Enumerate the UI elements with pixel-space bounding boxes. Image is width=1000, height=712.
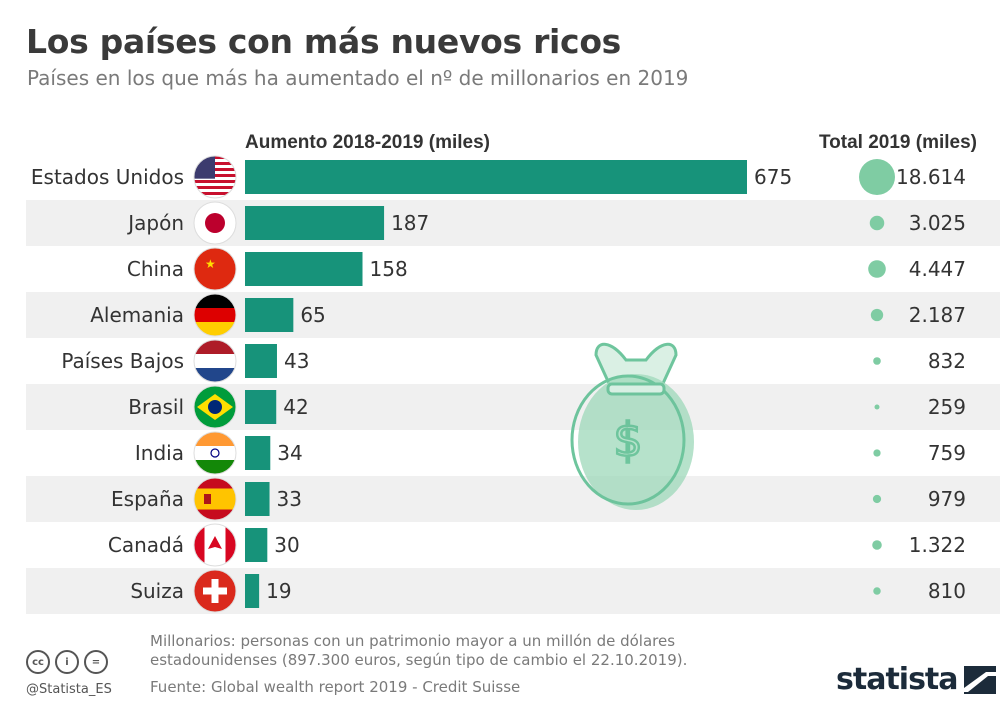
chart-title: Los países con más nuevos ricos bbox=[26, 22, 622, 61]
bar bbox=[245, 206, 385, 240]
row-stripe bbox=[26, 568, 1000, 614]
category-label: China bbox=[127, 257, 184, 281]
us-flag-icon bbox=[193, 155, 237, 199]
total-value-label: 810 bbox=[928, 579, 966, 603]
total-bubble bbox=[873, 357, 881, 365]
total-bubble bbox=[872, 540, 882, 550]
total-value-label: 259 bbox=[928, 395, 966, 419]
bar bbox=[245, 436, 271, 470]
total-bubble bbox=[868, 260, 886, 278]
brazil-flag-icon bbox=[193, 385, 237, 429]
spain-flag-icon bbox=[193, 477, 237, 521]
bar-value-label: 65 bbox=[300, 303, 325, 327]
money-bag-icon: $ bbox=[570, 342, 694, 510]
bar-value-label: 187 bbox=[391, 211, 429, 235]
statista-logo-icon bbox=[963, 665, 996, 694]
bar bbox=[245, 574, 260, 608]
china-flag-icon: ★ bbox=[193, 247, 237, 291]
bar bbox=[245, 298, 294, 332]
bar-value-label: 34 bbox=[277, 441, 302, 465]
bar-value-label: 43 bbox=[284, 349, 309, 373]
bar-value-label: 30 bbox=[274, 533, 299, 557]
bar-value-label: 675 bbox=[754, 165, 792, 189]
footnote-line-2: estadounidenses (897.300 euros, según ti… bbox=[150, 651, 688, 669]
total-bubble bbox=[874, 404, 880, 410]
total-value-label: 979 bbox=[928, 487, 966, 511]
cc-icon: cc bbox=[26, 650, 50, 674]
no-derivatives-icon: = bbox=[84, 650, 108, 674]
category-label: Brasil bbox=[128, 395, 184, 419]
bar bbox=[245, 160, 747, 194]
category-label: Suiza bbox=[130, 579, 184, 603]
footnote-line-1: Millonarios: personas con un patrimonio … bbox=[150, 632, 676, 650]
attribution-icon: i bbox=[55, 650, 79, 674]
total-bubble bbox=[859, 159, 895, 195]
total-value-label: 1.322 bbox=[909, 533, 966, 557]
total-value-label: 18.614 bbox=[896, 165, 966, 189]
total-value-label: 832 bbox=[928, 349, 966, 373]
total-bubble bbox=[869, 215, 885, 231]
bar-value-label: 33 bbox=[277, 487, 302, 511]
bar bbox=[245, 344, 277, 378]
total-value-label: 3.025 bbox=[909, 211, 966, 235]
row-stripe bbox=[26, 292, 1000, 338]
bar-header: Aumento 2018-2019 (miles) bbox=[245, 132, 490, 153]
india-flag-icon bbox=[193, 431, 237, 475]
social-handle: @Statista_ES bbox=[26, 682, 112, 697]
total-bubble bbox=[870, 308, 884, 322]
bar-value-label: 19 bbox=[266, 579, 291, 603]
bar bbox=[245, 482, 270, 516]
bar bbox=[245, 528, 268, 562]
bar-value-label: 158 bbox=[370, 257, 408, 281]
switzerland-flag-icon bbox=[193, 569, 237, 613]
bar-value-label: 42 bbox=[283, 395, 308, 419]
total-header: Total 2019 (miles) bbox=[819, 132, 977, 153]
total-value-label: 4.447 bbox=[909, 257, 966, 281]
svg-text:★: ★ bbox=[205, 257, 216, 271]
row-stripe bbox=[26, 384, 1000, 430]
category-label: India bbox=[135, 441, 184, 465]
category-label: Países Bajos bbox=[61, 349, 184, 373]
canada-flag-icon bbox=[193, 523, 237, 567]
bar-chart: Aumento 2018-2019 (miles) Total 2019 (mil… bbox=[26, 132, 1000, 614]
japan-flag-icon bbox=[193, 201, 237, 245]
total-bubble bbox=[873, 449, 881, 457]
category-label: Estados Unidos bbox=[31, 165, 184, 189]
total-value-label: 759 bbox=[928, 441, 966, 465]
total-bubble bbox=[873, 587, 881, 595]
bar bbox=[245, 390, 277, 424]
source-note: Fuente: Global wealth report 2019 - Cred… bbox=[150, 678, 521, 696]
row-stripe bbox=[26, 476, 1000, 522]
svg-text:$: $ bbox=[613, 413, 642, 467]
row-stripe bbox=[26, 200, 1000, 246]
bar bbox=[245, 252, 363, 286]
total-bubble bbox=[872, 494, 882, 504]
netherlands-flag-icon bbox=[193, 339, 237, 383]
category-label: Japón bbox=[126, 211, 184, 235]
category-label: España bbox=[111, 487, 184, 511]
license-icons: cc i = bbox=[26, 650, 108, 674]
germany-flag-icon bbox=[193, 293, 237, 337]
chart-subtitle: Países en los que más ha aumentado el nº… bbox=[27, 66, 689, 90]
brand-name: statista bbox=[836, 662, 959, 697]
total-value-label: 2.187 bbox=[909, 303, 966, 327]
category-label: Canadá bbox=[108, 533, 184, 557]
footnote: Millonarios: personas con un patrimonio … bbox=[150, 632, 687, 670]
statista-logo: statista bbox=[836, 662, 996, 697]
category-label: Alemania bbox=[90, 303, 184, 327]
